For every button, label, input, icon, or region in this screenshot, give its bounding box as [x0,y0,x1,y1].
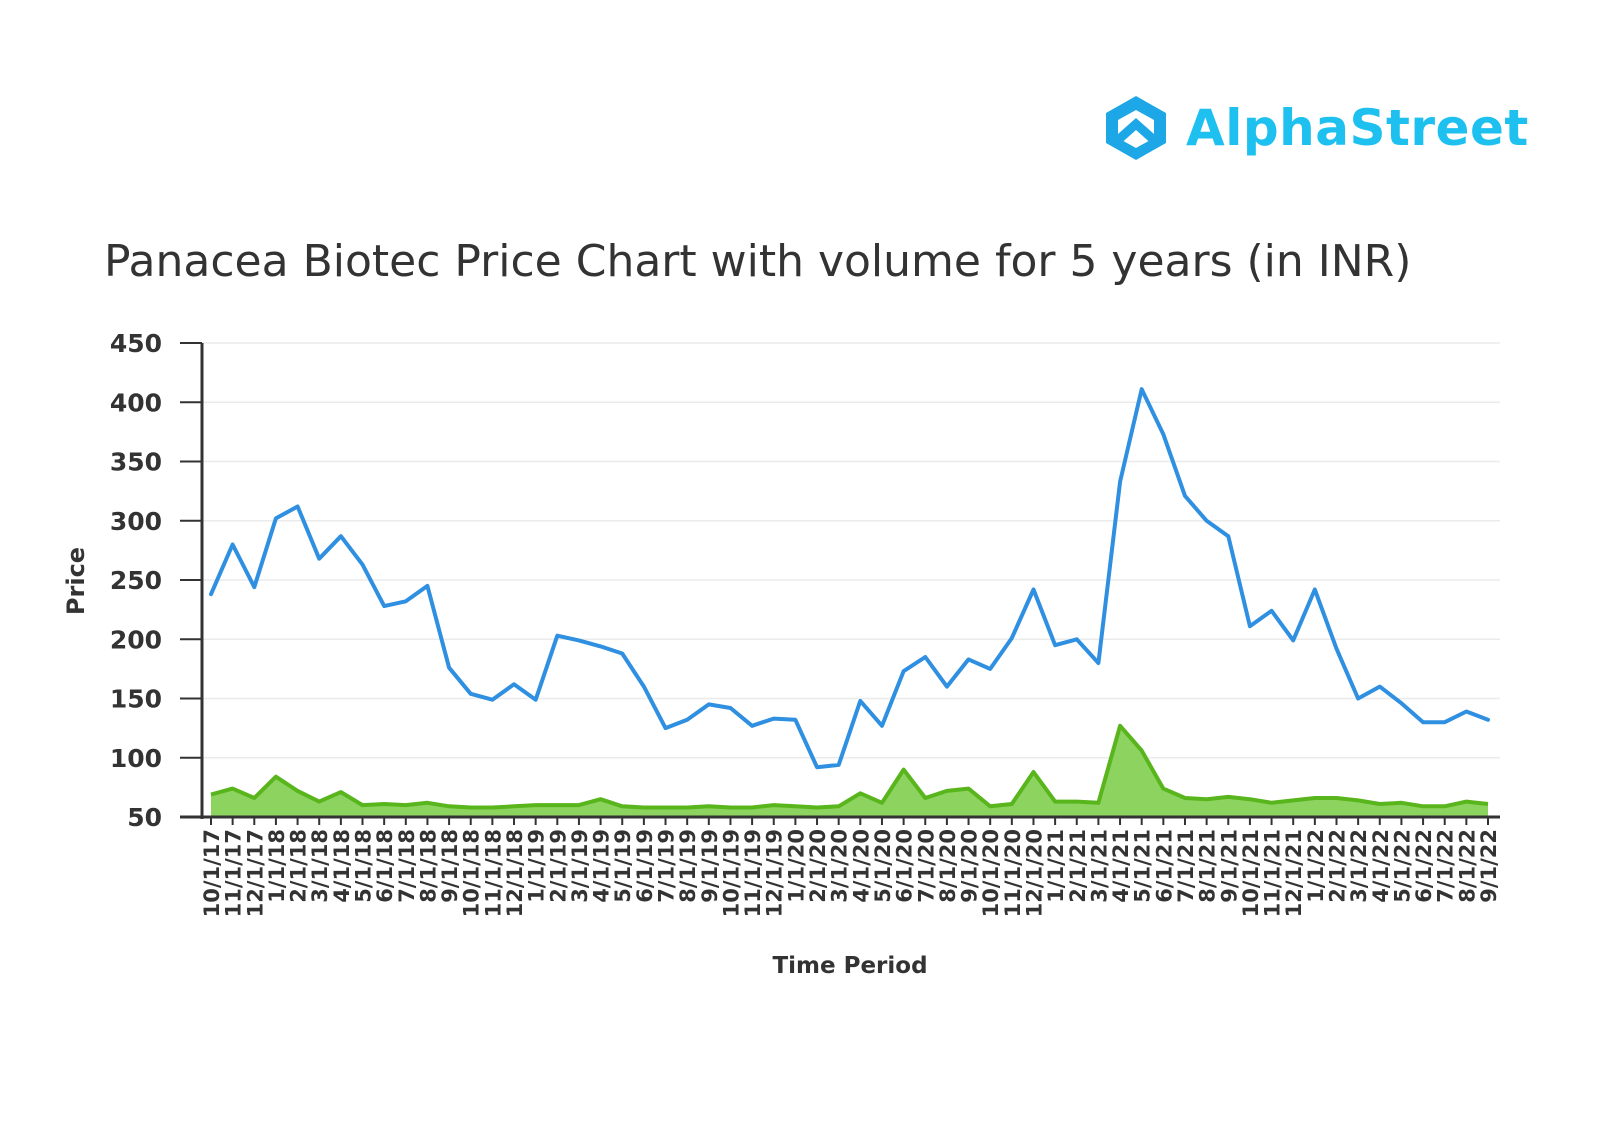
x-tick-label: 9/1/22 [1477,829,1501,903]
x-tick-label: 7/1/18 [395,829,419,903]
x-tick-label: 6/1/19 [633,829,657,903]
x-tick-label: 4/1/19 [590,829,614,903]
x-tick-label: 3/1/21 [1087,829,1111,903]
x-tick-label: 2/1/21 [1066,829,1090,903]
x-tick-label: 12/1/19 [763,829,787,917]
x-tick-label: 8/1/22 [1455,829,1479,903]
y-tick-label: 50 [127,803,162,832]
x-tick-label: 2/1/20 [806,829,830,903]
x-tick-label: 1/1/19 [525,829,549,903]
x-tick-label: 2/1/22 [1325,829,1349,903]
x-tick-label: 9/1/20 [958,829,982,903]
x-axis-label: Time Period [772,953,927,979]
x-tick-label: 4/1/21 [1109,829,1133,903]
x-tick-label: 3/1/18 [308,829,332,903]
x-tick-label: 5/1/20 [871,829,895,903]
x-tick-label: 11/1/19 [741,829,765,917]
x-tick-label: 11/1/20 [1001,829,1025,917]
x-tick-label: 11/1/18 [481,829,505,917]
y-tick-labels: 50 100 150 200 250 300 350 400 450 [110,329,162,832]
alphastreet-logo-icon [1106,96,1166,160]
x-tick-label: 12/1/21 [1282,829,1306,917]
x-tick-label: 2/1/19 [546,829,570,903]
x-tick-label: 6/1/18 [373,829,397,903]
x-tick-label: 10/1/21 [1239,829,1263,917]
x-tick-label: 9/1/18 [438,829,462,903]
y-tick-label: 400 [110,388,162,417]
x-tick-label: 6/1/21 [1152,829,1176,903]
x-tick-label: 7/1/20 [914,829,938,903]
price-line [209,387,1490,770]
x-tick-label: 10/1/18 [460,829,484,917]
x-tick-label: 3/1/20 [828,829,852,903]
x-tick-label: 1/1/22 [1304,829,1328,903]
x-tick-label: 9/1/21 [1217,829,1241,903]
x-tick-label: 3/1/22 [1347,829,1371,903]
x-tick-label: 1/1/21 [1044,829,1068,903]
chart-title: Panacea Biotec Price Chart with volume f… [104,236,1412,287]
x-tick-label: 2/1/18 [287,829,311,903]
y-tick-label: 300 [110,507,162,536]
price-series-line [209,387,1490,770]
x-tick-label: 12/1/18 [503,829,527,917]
y-tick-label: 100 [110,744,162,773]
y-axis-label: Price [62,547,90,615]
x-tick-label: 11/1/21 [1261,829,1285,917]
x-tick-label: 5/1/19 [611,829,635,903]
x-tick-label: 9/1/19 [698,829,722,903]
x-tick-label: 3/1/19 [568,829,592,903]
x-tick-label: 10/1/17 [200,829,224,917]
x-tick-label: 7/1/21 [1174,829,1198,903]
x-tick-label: 12/1/17 [243,829,267,917]
volume-area [210,723,1489,817]
brand: AlphaStreet [1100,88,1529,168]
x-tick-label: 7/1/22 [1434,829,1458,903]
x-tick-label: 12/1/20 [1022,829,1046,917]
x-tick-label: 8/1/19 [676,829,700,903]
gridlines [202,342,1500,759]
x-tick-label: 7/1/19 [655,829,679,903]
x-tick-labels: 10/1/1711/1/1712/1/171/1/182/1/183/1/184… [200,829,1501,917]
x-tick-label: 8/1/21 [1196,829,1220,903]
x-tick-label: 1/1/18 [265,829,289,903]
volume-area-fill [211,725,1488,817]
x-tick-label: 5/1/18 [352,829,376,903]
x-tick-label: 1/1/20 [784,829,808,903]
x-tick-label: 11/1/17 [222,829,246,917]
x-tick-label: 4/1/18 [330,829,354,903]
x-tick-label: 4/1/20 [849,829,873,903]
y-tick-label: 350 [110,448,162,477]
y-tick-label: 250 [110,566,162,595]
x-tick-label: 10/1/20 [979,829,1003,917]
volume-series-line [210,723,1489,810]
x-tick-label: 4/1/22 [1369,829,1393,903]
y-tick-label: 450 [110,329,162,358]
x-tick-label: 5/1/22 [1390,829,1414,903]
x-tick-label: 8/1/18 [416,829,440,903]
x-tick-label: 6/1/22 [1412,829,1436,903]
brand-name: AlphaStreet [1186,99,1529,157]
x-tick-label: 10/1/19 [719,829,743,917]
y-tick-label: 200 [110,625,162,654]
x-tick-label: 6/1/20 [893,829,917,903]
x-tick-label: 5/1/21 [1131,829,1155,903]
x-tick-label: 8/1/20 [936,829,960,903]
axes [180,342,1500,825]
y-tick-label: 150 [110,685,162,714]
